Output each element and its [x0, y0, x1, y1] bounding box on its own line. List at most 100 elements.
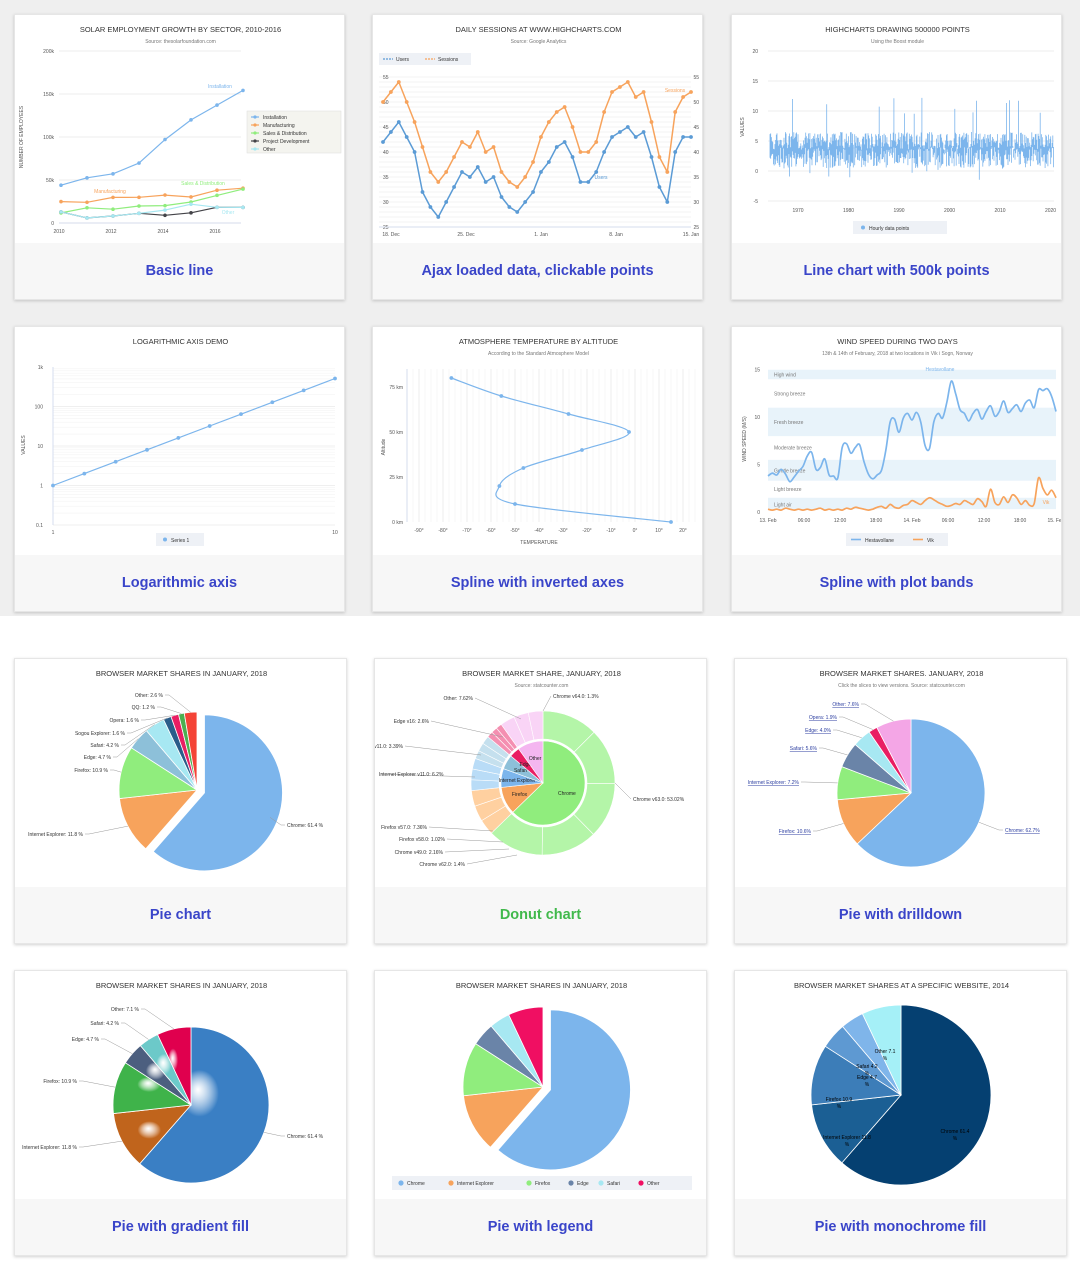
data-point[interactable]: [475, 130, 480, 134]
data-point[interactable]: [241, 88, 245, 93]
data-point[interactable]: [207, 424, 212, 428]
data-point[interactable]: [137, 211, 141, 216]
data-point[interactable]: [460, 140, 464, 144]
pie-slice[interactable]: [841, 1004, 992, 1186]
pie-slice[interactable]: [157, 1026, 192, 1106]
data-point[interactable]: [633, 135, 638, 139]
data-point[interactable]: [436, 180, 441, 184]
data-point[interactable]: [554, 145, 559, 149]
data-point[interactable]: [215, 193, 219, 198]
data-point[interactable]: [578, 180, 583, 184]
data-point[interactable]: [546, 160, 551, 164]
data-point[interactable]: [497, 484, 502, 488]
data-point[interactable]: [665, 200, 670, 204]
data-point[interactable]: [554, 110, 559, 114]
data-point[interactable]: [85, 216, 89, 220]
data-point[interactable]: [681, 95, 686, 99]
data-point[interactable]: [475, 165, 480, 169]
data-point[interactable]: [215, 205, 219, 210]
data-point[interactable]: [570, 125, 575, 129]
data-point[interactable]: [333, 376, 337, 381]
chart-card[interactable]: LOGARITHMIC AXIS DEMO 0.1 1 10 100 1k 1 10 VALUE…: [14, 326, 345, 612]
chart-caption-link[interactable]: Logarithmic axis: [15, 555, 344, 611]
data-point[interactable]: [420, 145, 425, 149]
chart-card[interactable]: BROWSER MARKET SHARES IN JANUARY, 2018 Ch…: [14, 970, 347, 1256]
data-point[interactable]: [649, 120, 654, 124]
data-point[interactable]: [515, 185, 520, 189]
chart-card[interactable]: BROWSER MARKET SHARES IN JANUARY, 2018 Ch…: [14, 658, 347, 944]
pie-slice[interactable]: [861, 1004, 902, 1096]
chart-caption-link[interactable]: Ajax loaded data, clickable points: [373, 243, 702, 299]
pie-slice[interactable]: [508, 1006, 544, 1088]
data-point[interactable]: [499, 394, 504, 398]
pie-slice[interactable]: [811, 1094, 902, 1164]
data-point[interactable]: [566, 412, 571, 416]
chart-card[interactable]: WIND SPEED DURING TWO DAYS 13th & 14th of…: [731, 326, 1062, 612]
chart-caption-link[interactable]: Spline with inverted axes: [373, 555, 702, 611]
data-point[interactable]: [531, 190, 535, 194]
pie-slice[interactable]: [497, 1009, 631, 1171]
data-point[interactable]: [85, 176, 89, 180]
data-point[interactable]: [59, 210, 63, 214]
data-point[interactable]: [449, 376, 454, 380]
data-point[interactable]: [602, 150, 607, 154]
pie-slice[interactable]: [876, 718, 912, 794]
data-point[interactable]: [176, 436, 181, 440]
data-point[interactable]: [270, 400, 275, 405]
data-point[interactable]: [163, 193, 167, 197]
data-point[interactable]: [539, 170, 543, 174]
data-point[interactable]: [145, 447, 149, 452]
data-point[interactable]: [689, 135, 693, 139]
data-point[interactable]: [594, 170, 599, 174]
data-point[interactable]: [51, 483, 55, 488]
data-point[interactable]: [483, 150, 488, 154]
donut-outer-slice[interactable]: [527, 710, 544, 741]
data-point[interactable]: [388, 90, 393, 94]
data-point[interactable]: [673, 110, 678, 114]
data-point[interactable]: [523, 200, 528, 204]
data-point[interactable]: [491, 175, 496, 179]
data-point[interactable]: [523, 175, 528, 179]
data-point[interactable]: [491, 145, 496, 149]
data-point[interactable]: [467, 175, 472, 179]
data-point[interactable]: [111, 207, 115, 212]
data-point[interactable]: [189, 118, 193, 122]
data-point[interactable]: [444, 170, 449, 174]
chart-caption-link[interactable]: Pie with monochrome fill: [735, 1199, 1066, 1255]
chart-caption-link[interactable]: Pie with gradient fill: [15, 1199, 346, 1255]
data-point[interactable]: [241, 187, 245, 191]
data-point[interactable]: [163, 137, 167, 142]
data-point[interactable]: [163, 208, 167, 212]
donut-inner-slice[interactable]: [518, 740, 544, 784]
data-point[interactable]: [111, 172, 115, 176]
chart-caption-link[interactable]: Spline with plot bands: [732, 555, 1061, 611]
chart-card[interactable]: BROWSER MARKET SHARES IN JANUARY, 2018 Ch…: [374, 970, 707, 1256]
data-point[interactable]: [215, 188, 219, 193]
data-point[interactable]: [689, 90, 693, 94]
data-point[interactable]: [137, 195, 141, 200]
pie-slice[interactable]: [139, 1026, 270, 1184]
data-point[interactable]: [673, 150, 678, 154]
data-point[interactable]: [507, 180, 512, 184]
data-point[interactable]: [546, 120, 551, 124]
data-point[interactable]: [85, 205, 89, 210]
data-point[interactable]: [539, 135, 543, 139]
data-point[interactable]: [444, 200, 449, 204]
pie-slice[interactable]: [152, 714, 283, 872]
data-point[interactable]: [404, 100, 409, 104]
data-point[interactable]: [627, 430, 631, 434]
chart-card[interactable]: HIGHCHARTS DRAWING 500000 POINTS Using th…: [731, 14, 1062, 300]
chart-caption-link[interactable]: Line chart with 500k points: [732, 243, 1061, 299]
data-point[interactable]: [669, 520, 673, 524]
data-point[interactable]: [388, 130, 393, 134]
pie-slice[interactable]: [856, 718, 986, 868]
chart-card[interactable]: DAILY SESSIONS AT WWW.HIGHCHARTS.COM Sour…: [372, 14, 703, 300]
chart-caption-link[interactable]: Basic line: [15, 243, 344, 299]
data-point[interactable]: [452, 155, 456, 159]
data-point[interactable]: [59, 199, 63, 204]
data-point[interactable]: [499, 170, 504, 174]
data-point[interactable]: [189, 211, 193, 215]
data-point[interactable]: [412, 150, 417, 154]
chart-card[interactable]: ATMOSPHERE TEMPERATURE BY ALTITUDE Accord…: [372, 326, 703, 612]
data-point[interactable]: [137, 204, 141, 208]
